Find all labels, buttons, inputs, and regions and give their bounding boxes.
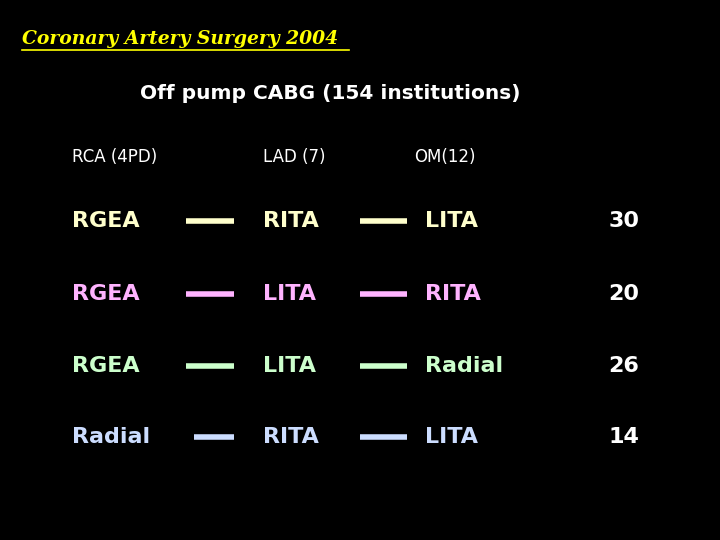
Text: 20: 20	[608, 284, 639, 305]
Text: RITA: RITA	[425, 284, 481, 305]
Text: LITA: LITA	[263, 356, 316, 376]
Text: 26: 26	[608, 356, 639, 376]
Text: RITA: RITA	[263, 427, 319, 448]
Text: 30: 30	[608, 211, 639, 232]
Text: Radial: Radial	[425, 356, 503, 376]
Text: Radial: Radial	[72, 427, 150, 448]
Text: OM(12): OM(12)	[414, 147, 475, 166]
Text: RITA: RITA	[263, 211, 319, 232]
Text: LITA: LITA	[263, 284, 316, 305]
Text: RGEA: RGEA	[72, 284, 140, 305]
Text: 14: 14	[608, 427, 639, 448]
Text: LITA: LITA	[425, 211, 478, 232]
Text: Coronary Artery Surgery 2004: Coronary Artery Surgery 2004	[22, 30, 338, 48]
Text: LAD (7): LAD (7)	[263, 147, 325, 166]
Text: RGEA: RGEA	[72, 356, 140, 376]
Text: Off pump CABG (154 institutions): Off pump CABG (154 institutions)	[140, 84, 521, 103]
Text: RCA (4PD): RCA (4PD)	[72, 147, 157, 166]
Text: LITA: LITA	[425, 427, 478, 448]
Text: RGEA: RGEA	[72, 211, 140, 232]
